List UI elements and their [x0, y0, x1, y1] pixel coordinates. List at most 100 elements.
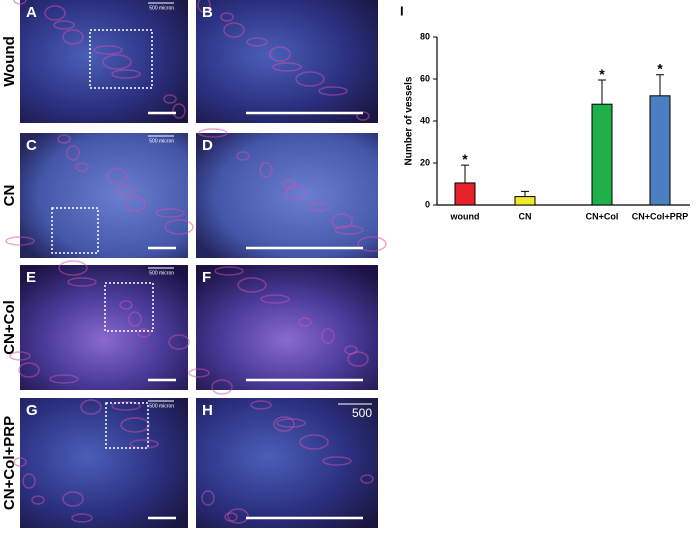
error-bar — [521, 190, 529, 197]
tissue-feature — [18, 362, 40, 378]
tissue-feature — [66, 145, 80, 161]
tissue-feature — [214, 266, 244, 276]
y-tick-label: 40 — [420, 115, 430, 125]
y-tick-label: 0 — [425, 199, 430, 209]
tissue-feature — [163, 94, 177, 104]
tissue-feature — [321, 328, 335, 344]
tissue-feature — [111, 69, 141, 79]
scale-text: 500 micron — [149, 5, 174, 11]
tissue-feature — [322, 456, 352, 466]
tissue-feature — [298, 317, 312, 327]
tissue-feature — [269, 46, 291, 62]
tissue-feature — [62, 491, 84, 507]
significance-marker: * — [599, 66, 605, 82]
error-bar — [461, 164, 469, 183]
tissue-feature — [198, 128, 228, 138]
tissue-feature — [295, 71, 325, 87]
tissue-feature — [227, 508, 249, 524]
y-axis-label: Number of vessels — [404, 76, 415, 165]
panel-letter: E — [26, 269, 36, 286]
tissue-feature — [223, 22, 245, 38]
tissue-feature — [285, 185, 307, 201]
tissue-feature — [137, 328, 151, 338]
tissue-feature — [201, 490, 215, 506]
tissue-feature — [53, 20, 75, 30]
row-label: CN+Col+PRP — [1, 416, 18, 510]
tissue-feature — [22, 473, 36, 489]
tissue-feature — [197, 0, 211, 13]
scale-text: 500 micron — [149, 403, 174, 409]
micrograph — [20, 0, 188, 123]
tissue-feature — [13, 457, 27, 467]
zoom-box — [51, 207, 99, 254]
tissue-feature — [357, 236, 387, 252]
tissue-feature — [308, 202, 330, 212]
zoom-box — [104, 282, 154, 332]
micrograph — [20, 133, 188, 258]
tissue-feature — [260, 294, 290, 304]
tissue-feature — [9, 351, 31, 361]
tissue-feature — [211, 379, 233, 395]
significance-marker: * — [462, 151, 468, 167]
tissue-feature — [276, 418, 306, 428]
tissue-feature — [188, 368, 210, 378]
tissue-feature — [75, 162, 89, 172]
panel-letter: F — [202, 269, 211, 286]
x-tick-label: CN — [519, 211, 532, 221]
bar — [454, 182, 476, 206]
row-label: CN — [1, 185, 18, 207]
bar — [649, 95, 671, 206]
panel-letter: H — [202, 402, 213, 419]
tissue-feature — [80, 399, 102, 415]
significance-marker: * — [657, 61, 663, 77]
tissue-feature — [246, 37, 268, 47]
tissue-feature — [331, 213, 353, 229]
tissue-feature — [62, 29, 84, 45]
tissue-feature — [67, 277, 97, 287]
tissue-feature — [115, 185, 137, 195]
micrograph — [20, 265, 188, 390]
panel-letter: B — [202, 4, 213, 21]
error-bar — [598, 79, 606, 105]
tissue-feature — [57, 134, 71, 144]
x-tick-label: CN+Col — [586, 211, 619, 221]
tissue-feature — [273, 416, 295, 432]
y-tick-label: 80 — [420, 31, 430, 41]
tissue-feature — [168, 334, 190, 350]
row-label: Wound — [1, 36, 18, 87]
tissue-feature — [44, 5, 66, 21]
tissue-feature — [111, 401, 141, 411]
scale-text: 500 micron — [149, 270, 174, 276]
scale-text: 500 — [352, 406, 372, 420]
tissue-feature — [155, 208, 185, 218]
tissue-feature — [236, 151, 250, 161]
tissue-feature — [13, 0, 27, 5]
panel-letter: I — [400, 3, 404, 18]
tissue-feature — [250, 400, 272, 410]
tissue-feature — [347, 351, 369, 367]
micrograph — [196, 265, 378, 390]
tissue-feature — [318, 86, 348, 96]
zoom-box — [105, 402, 149, 449]
tissue-feature — [119, 300, 133, 310]
x-tick-label: wound — [450, 211, 480, 221]
tissue-feature — [5, 236, 35, 246]
tissue-feature — [220, 12, 234, 22]
micrograph — [196, 0, 378, 123]
bar — [591, 103, 613, 206]
scale-text: 500 micron — [149, 138, 174, 144]
tissue-feature — [259, 162, 273, 178]
tissue-feature — [106, 168, 128, 184]
tissue-feature — [129, 439, 159, 449]
tissue-feature — [31, 495, 45, 505]
tissue-feature — [172, 103, 186, 119]
tissue-feature — [124, 196, 146, 212]
tissue-feature — [58, 260, 88, 276]
tissue-feature — [71, 513, 93, 523]
y-tick-label: 60 — [420, 73, 430, 83]
micrograph — [20, 398, 188, 528]
tissue-feature — [360, 474, 374, 484]
tissue-feature — [93, 45, 123, 55]
tissue-feature — [102, 54, 132, 70]
